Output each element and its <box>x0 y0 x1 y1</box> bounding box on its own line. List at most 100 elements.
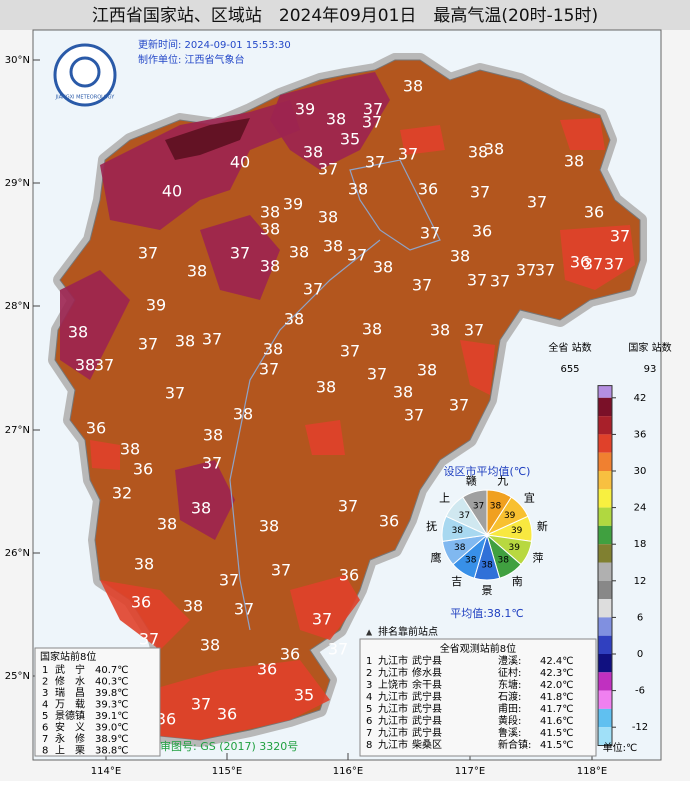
pie-value: 38 <box>452 526 464 536</box>
colorbar-label: 18 <box>634 539 647 550</box>
station-value: 37 <box>470 183 490 202</box>
national-cell: 39.0℃ <box>95 723 129 734</box>
province-cell: 甫田: <box>498 702 521 715</box>
colorbar-segment <box>598 727 612 746</box>
province-cell: 41.6℃ <box>540 716 574 727</box>
station-value: 37 <box>138 335 158 354</box>
station-value: 35 <box>340 130 360 149</box>
province-cell: 九江市 <box>378 654 408 667</box>
temperature-zone <box>165 118 250 160</box>
national-cell: 39.3℃ <box>95 700 129 711</box>
pie-city: 抚 <box>426 519 437 533</box>
province-title: 全省观测站前8位 <box>440 642 516 655</box>
colorbar-segment <box>598 708 612 728</box>
colorbar-segment <box>598 416 612 435</box>
station-value: 38 <box>68 323 88 342</box>
colorbar-label: 6 <box>637 612 643 623</box>
province-cell: 武宁县 <box>412 726 442 739</box>
province-cell: 九江市 <box>378 690 408 703</box>
temperature-zone <box>200 215 280 300</box>
station-value: 36 <box>379 512 399 531</box>
national-cell: 2 <box>42 677 48 688</box>
station-value: 38 <box>326 110 346 129</box>
station-value: 36 <box>86 419 106 438</box>
national-cell: 修 水 <box>55 675 85 688</box>
pie-city: 上 <box>439 491 450 504</box>
station-value: 38 <box>134 555 154 574</box>
province-cell: 九江市 <box>378 714 408 727</box>
station-value: 37 <box>165 384 185 403</box>
station-value: 38 <box>393 383 413 402</box>
station-value: 38 <box>362 320 382 339</box>
pie-average: 平均值:38.1℃ <box>450 607 524 620</box>
province-cell: 武宁县 <box>412 690 442 703</box>
temperature-zone <box>270 72 390 170</box>
temperature-zone <box>290 575 360 640</box>
pie-city: 赣 <box>466 473 477 487</box>
lat-label: 26°N <box>5 548 30 559</box>
station-value: 36 <box>584 203 604 222</box>
province-cell: 2 <box>366 668 372 679</box>
lon-label: 117°E <box>455 766 485 777</box>
pie-city: 新 <box>537 519 548 533</box>
province-cell: 修水县 <box>412 666 442 679</box>
pie-title: 设区市平均值(℃) <box>444 464 531 478</box>
pie-value: 39 <box>509 543 521 553</box>
lon-label: 118°E <box>577 766 607 777</box>
station-value: 37 <box>610 227 630 246</box>
temperature-zone <box>150 660 330 740</box>
station-value: 37 <box>202 454 222 473</box>
station-value: 37 <box>490 272 510 291</box>
province-cell: 九江市 <box>378 666 408 679</box>
province-cell: 征村: <box>498 666 521 679</box>
poyang-lake <box>349 159 441 251</box>
station-value: 38 <box>183 597 203 616</box>
province-cell: 41.8℃ <box>540 692 574 703</box>
colorbar-frame <box>597 385 613 746</box>
province-cell: 武宁县 <box>412 702 442 715</box>
station-value: 38 <box>260 203 280 222</box>
pie-city: 宜 <box>524 490 535 504</box>
temperature-zone <box>560 225 635 290</box>
colorbar-segment <box>598 507 612 526</box>
colorbar-label: 36 <box>634 429 647 440</box>
colorbar-segment <box>598 654 612 673</box>
colorbar-segment <box>598 562 612 581</box>
lat-label: 28°N <box>5 301 30 312</box>
station-value: 37 <box>583 255 603 274</box>
colorbar-segment <box>598 525 612 545</box>
colorbar-segment <box>598 385 612 398</box>
station-value: 38 <box>260 220 280 239</box>
station-value: 38 <box>564 152 584 171</box>
province-cell: 8 <box>366 740 372 751</box>
station-value: 37 <box>535 261 555 280</box>
lat-label: 25°N <box>5 671 30 682</box>
station-value: 37 <box>404 406 424 425</box>
province-cell: 九江市 <box>378 726 408 739</box>
province-cell: 41.5℃ <box>540 728 574 739</box>
lon-label: 116°E <box>333 766 363 777</box>
province-cell: 41.7℃ <box>540 704 574 715</box>
province-cell: 7 <box>366 728 372 739</box>
station-value: 37 <box>202 330 222 349</box>
temperature-zone <box>460 340 495 395</box>
colorbar-label: -6 <box>635 686 645 697</box>
title-bar <box>0 0 690 30</box>
station-value: 36 <box>570 253 590 272</box>
station-value: 36 <box>472 222 492 241</box>
colorbar-segment <box>598 690 612 709</box>
station-value: 37 <box>604 255 624 274</box>
pie-city: 南 <box>512 575 523 588</box>
station-value: 37 <box>516 261 536 280</box>
colorbar-segment <box>598 544 612 563</box>
temperature-zone <box>560 118 605 150</box>
station-value: 36 <box>418 180 438 199</box>
national-cell: 39.1℃ <box>95 711 129 722</box>
national-cell: 40.3℃ <box>95 677 129 688</box>
colorbar-label: -12 <box>632 722 648 733</box>
province-cell: 4 <box>366 692 372 703</box>
station-value: 37 <box>94 356 114 375</box>
pie-value: 38 <box>481 561 493 571</box>
station-value: 36 <box>257 660 277 679</box>
station-value: 38 <box>484 140 504 159</box>
